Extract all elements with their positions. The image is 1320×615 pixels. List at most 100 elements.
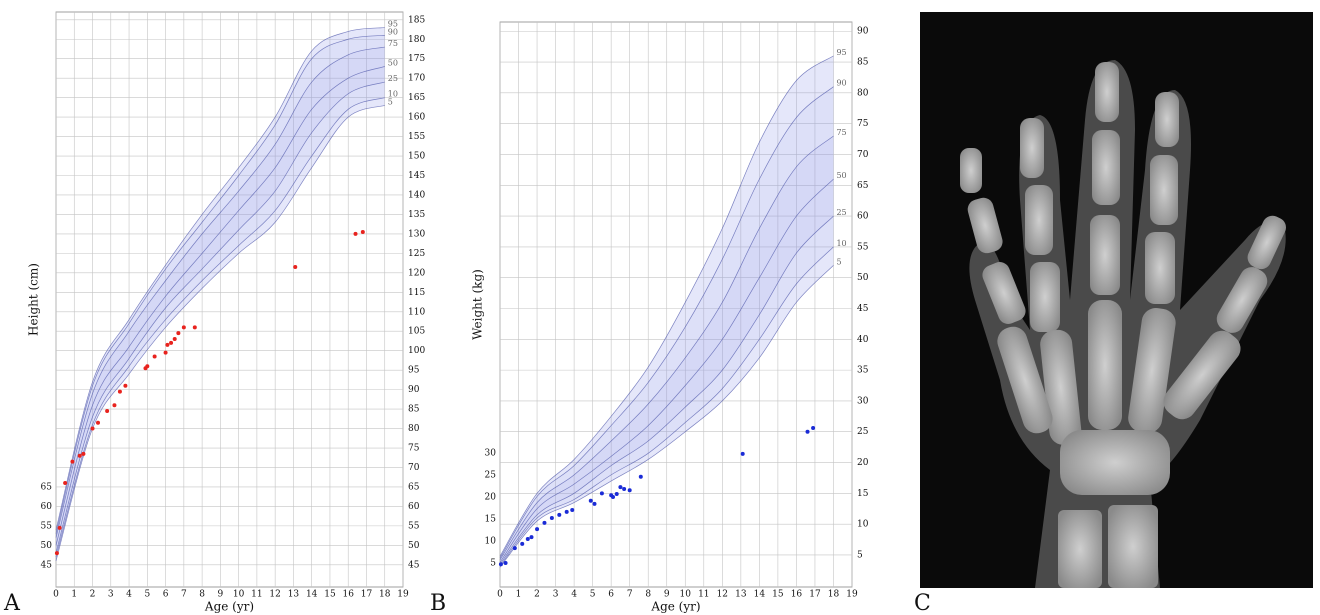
y-tick-label: 100 — [408, 346, 425, 356]
y-tick-label: 130 — [408, 229, 425, 239]
data-point — [520, 541, 525, 546]
y-tick-label: 70 — [408, 463, 420, 473]
data-point — [592, 501, 597, 506]
y-tick-label: 15 — [857, 489, 869, 499]
data-point — [165, 342, 170, 347]
percentile-label: 10 — [388, 90, 398, 99]
x-tick-label: 16 — [342, 590, 354, 600]
x-tick-label: 6 — [163, 590, 169, 600]
data-point — [181, 325, 186, 330]
percentile-label: 95 — [836, 48, 846, 57]
y-tick-label: 80 — [408, 424, 420, 434]
y-tick-label: 50 — [41, 541, 53, 551]
y-tick-label: 45 — [408, 560, 420, 570]
y-tick-label: 170 — [408, 74, 425, 84]
data-point — [529, 535, 534, 540]
percentile-band — [500, 86, 834, 560]
y-tick-label: 135 — [408, 210, 425, 220]
percentile-line — [499, 265, 834, 568]
data-point — [622, 487, 627, 492]
plot-area — [55, 11, 404, 588]
percentile-line — [55, 105, 385, 562]
xray-image — [920, 12, 1313, 588]
data-point — [145, 364, 150, 369]
y-tick-label: 65 — [41, 482, 53, 492]
x-tick-label: 8 — [199, 590, 205, 600]
percentile-band — [500, 179, 834, 565]
x-tick-label: 2 — [534, 590, 540, 600]
y-tick-label: 55 — [408, 521, 420, 531]
x-tick-label: 7 — [181, 590, 187, 600]
data-point — [123, 383, 128, 388]
y-tick-label: 70 — [857, 150, 869, 160]
data-point — [96, 420, 101, 425]
data-point — [117, 389, 122, 394]
x-tick-label: 17 — [809, 590, 821, 600]
data-point — [152, 354, 157, 359]
x-tick-label: 5 — [144, 590, 150, 600]
percentile-label: 90 — [388, 27, 398, 36]
percentile-line — [499, 178, 834, 563]
x-axis-label: Age (yr) — [204, 600, 254, 614]
x-tick-label: 12 — [269, 590, 280, 600]
percentile-label: 5 — [388, 97, 393, 106]
y-tick-label: 80 — [857, 88, 869, 98]
data-point — [811, 426, 816, 431]
data-point — [549, 515, 554, 520]
percentile-line — [55, 27, 385, 530]
x-tick-label: 11 — [251, 590, 262, 600]
y-tick-label: 20 — [485, 492, 497, 502]
y-tick-label: 20 — [857, 458, 869, 468]
data-point — [105, 409, 110, 414]
data-point — [176, 331, 181, 336]
data-point — [57, 525, 62, 530]
panel-label: A — [3, 591, 21, 615]
percentile-label: 50 — [388, 59, 398, 68]
data-point — [70, 459, 75, 464]
y-tick-label: 15 — [485, 514, 497, 524]
data-point — [90, 426, 95, 431]
y-tick-label: 90 — [857, 27, 869, 37]
x-tick-label: 3 — [553, 590, 559, 600]
y-tick-label: 45 — [857, 304, 869, 314]
data-point — [557, 512, 562, 517]
data-point — [293, 264, 298, 269]
y-tick-label: 45 — [41, 560, 53, 570]
y-tick-label: 160 — [408, 113, 425, 123]
y-tick-label: 60 — [857, 212, 869, 222]
x-tick-label: 14 — [306, 590, 318, 600]
data-point — [498, 562, 503, 567]
y-tick-label: 60 — [41, 502, 53, 512]
data-point — [611, 495, 616, 500]
y-tick-label: 55 — [857, 242, 869, 252]
x-tick-label: 15 — [772, 590, 784, 600]
data-point — [77, 453, 82, 458]
data-point — [614, 491, 619, 496]
y-tick-label: 85 — [857, 58, 869, 68]
data-point — [638, 474, 643, 479]
x-tick-label: 1 — [516, 590, 522, 600]
x-tick-label: 15 — [324, 590, 336, 600]
data-point — [627, 488, 632, 493]
y-tick-label: 125 — [408, 249, 425, 259]
y-tick-label: 185 — [408, 15, 425, 25]
data-point — [542, 520, 547, 525]
x-tick-label: 13 — [288, 590, 300, 600]
y-tick-label: 50 — [857, 273, 869, 283]
x-tick-label: 10 — [680, 590, 692, 600]
data-point — [360, 229, 365, 234]
x-tick-label: 6 — [608, 590, 614, 600]
y-tick-label: 60 — [408, 502, 420, 512]
data-point — [599, 491, 604, 496]
y-tick-label: 175 — [408, 54, 425, 64]
data-point — [740, 451, 745, 456]
y-tick-label: 5 — [490, 558, 496, 568]
y-tick-label: 110 — [408, 307, 425, 317]
percentile-label: 75 — [836, 128, 846, 137]
percentile-line — [55, 35, 385, 534]
x-tick-label: 17 — [361, 590, 373, 600]
y-tick-label: 180 — [408, 35, 425, 45]
y-tick-label: 5 — [857, 550, 863, 560]
y-tick-label: 140 — [408, 190, 425, 200]
y-tick-label: 115 — [408, 288, 425, 298]
